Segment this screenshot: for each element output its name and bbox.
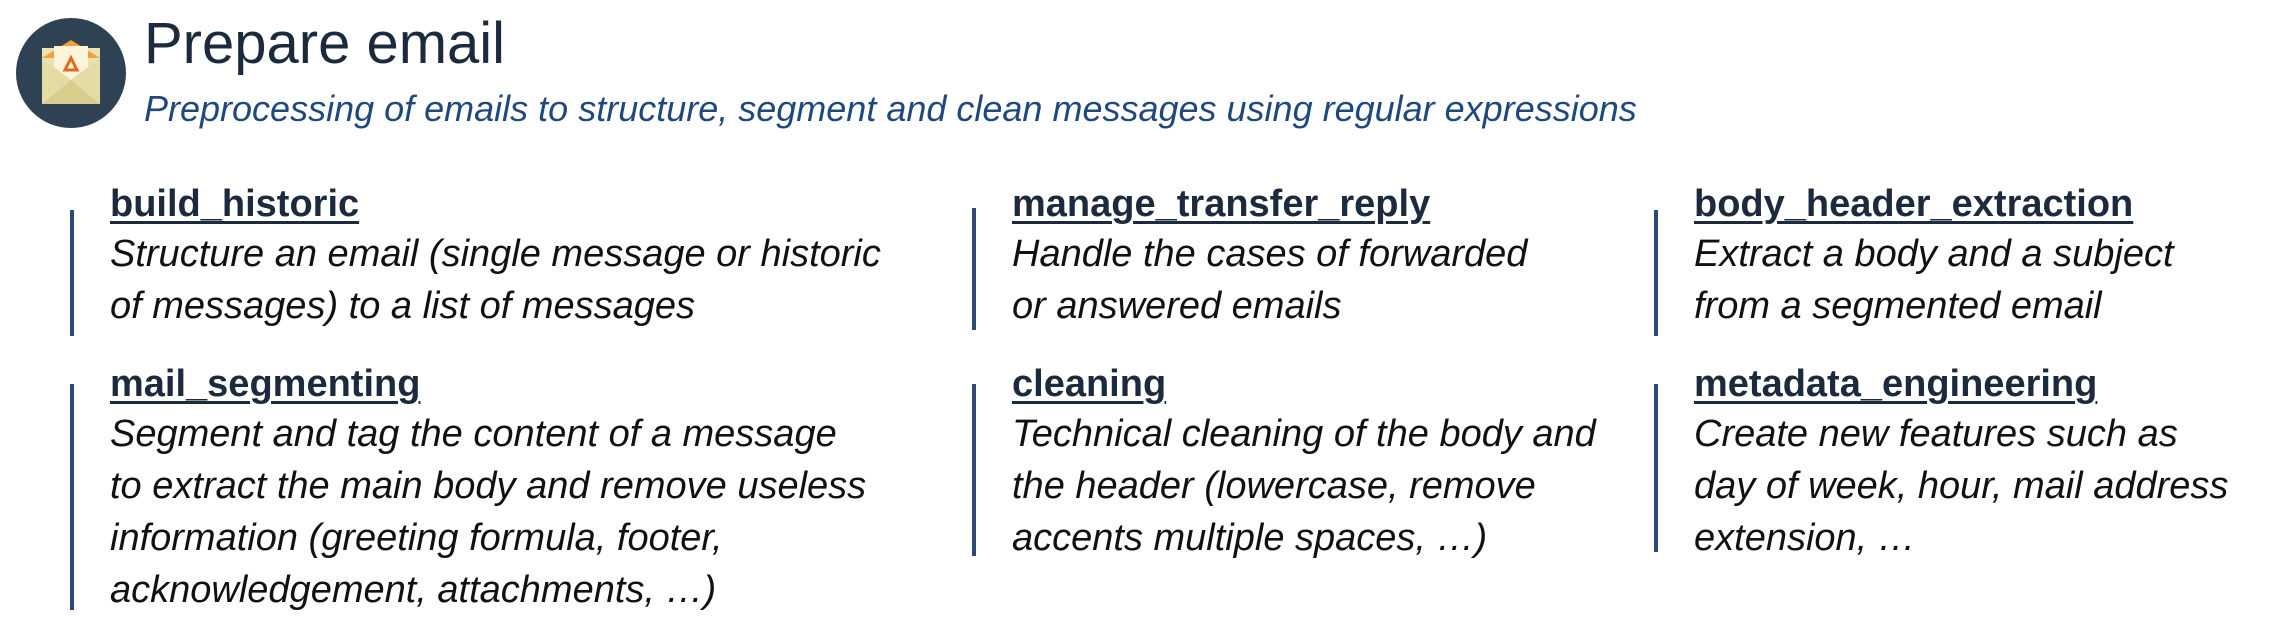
description-line: Structure an email (single message or hi…	[110, 233, 881, 275]
description-line: from a segmented email	[1694, 285, 2102, 327]
description-line: acknowledgement, attachments, …)	[110, 569, 717, 611]
description-line: day of week, hour, mail address	[1694, 465, 2229, 507]
divider-bar	[70, 210, 74, 336]
module-title: cleaning	[1012, 363, 1167, 405]
description-line: of messages) to a list of messages	[110, 285, 696, 327]
module-description: Handle the cases of forwarded or answere…	[1012, 228, 1527, 332]
description-line: to extract the main body and remove usel…	[110, 465, 867, 507]
description-line: or answered emails	[1012, 285, 1342, 327]
module-description: Create new features such as day of week,…	[1694, 408, 2228, 564]
envelope-graphic	[42, 40, 100, 104]
description-line: Segment and tag the content of a message	[110, 413, 837, 455]
description-line: Technical cleaning of the body and	[1012, 413, 1596, 455]
module-title: metadata_engineering	[1694, 363, 2098, 405]
divider-bar	[972, 208, 976, 330]
divider-bar	[1654, 210, 1658, 336]
divider-bar	[70, 384, 74, 610]
module-description: Structure an email (single message or hi…	[110, 228, 881, 332]
divider-bar	[972, 384, 976, 556]
module-description: Segment and tag the content of a message…	[110, 408, 866, 616]
description-line: information (greeting formula, footer,	[110, 517, 723, 559]
email-envelope-icon	[16, 18, 126, 128]
description-line: Create new features such as	[1694, 413, 2178, 455]
divider-bar	[1654, 384, 1658, 552]
module-title: body_header_extraction	[1694, 183, 2134, 225]
page-title: Prepare email	[144, 11, 506, 76]
description-line: the header (lowercase, remove	[1012, 465, 1536, 507]
description-line: Handle the cases of forwarded	[1012, 233, 1528, 275]
module-title: manage_transfer_reply	[1012, 183, 1431, 225]
description-line: extension, …	[1694, 517, 1916, 559]
module-description: Extract a body and a subject from a segm…	[1694, 228, 2174, 332]
module-title: mail_segmenting	[110, 363, 421, 405]
description-line: accents multiple spaces, …)	[1012, 517, 1488, 559]
page-subtitle: Preprocessing of emails to structure, se…	[144, 88, 1637, 129]
module-title: build_historic	[110, 183, 360, 225]
module-description: Technical cleaning of the body and the h…	[1012, 408, 1596, 564]
description-line: Extract a body and a subject	[1694, 233, 2174, 275]
